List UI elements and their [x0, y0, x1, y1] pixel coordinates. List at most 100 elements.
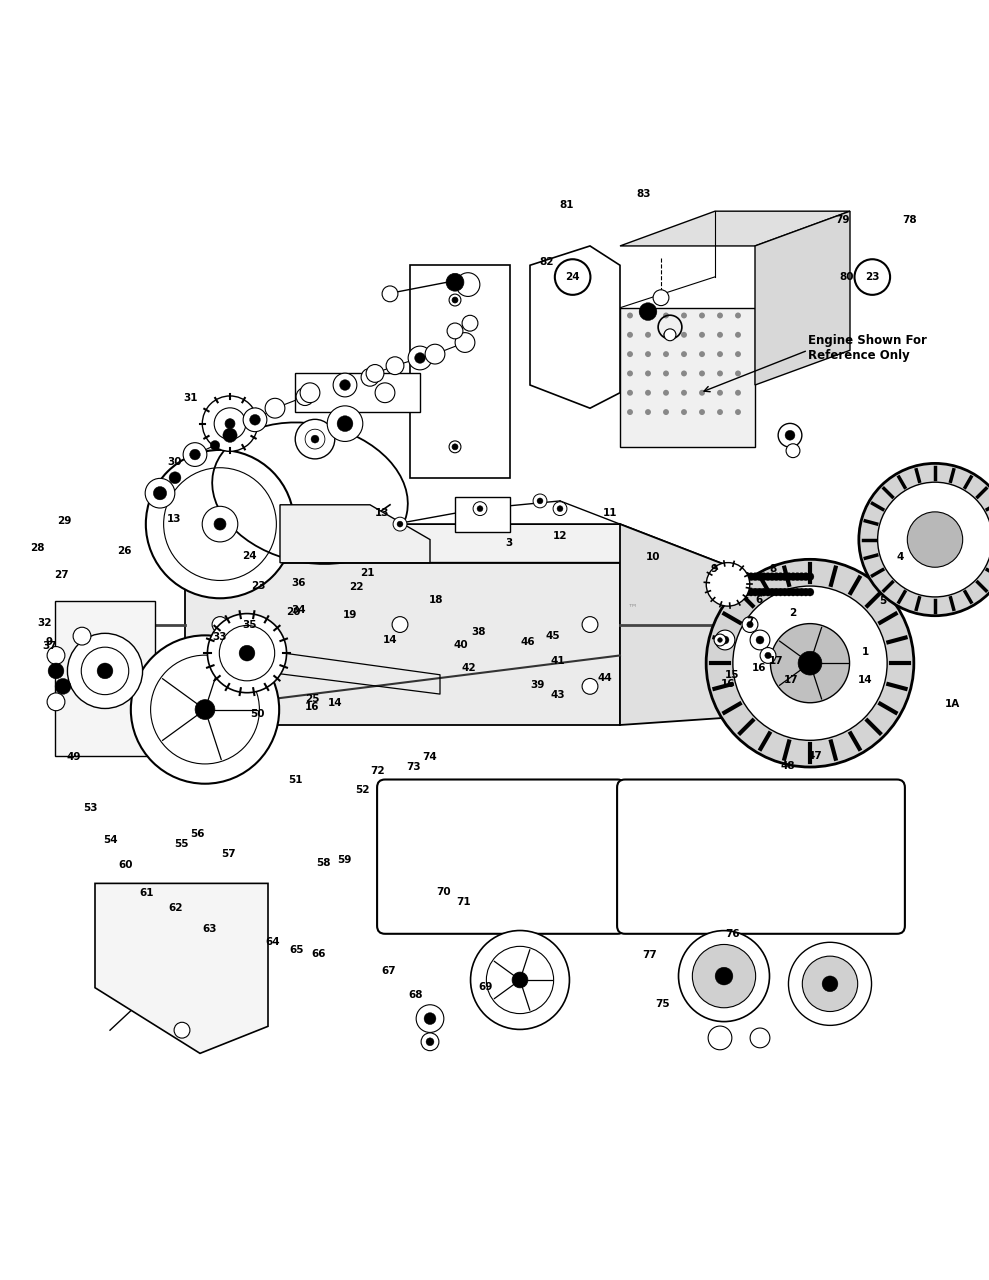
Circle shape [699, 410, 705, 415]
Text: 77: 77 [643, 950, 657, 960]
Text: 80: 80 [840, 273, 854, 282]
Circle shape [786, 444, 800, 458]
Circle shape [211, 440, 220, 451]
Text: 17: 17 [784, 675, 798, 685]
Circle shape [393, 517, 406, 531]
Circle shape [195, 700, 215, 719]
Circle shape [421, 1033, 439, 1051]
Text: 26: 26 [118, 547, 132, 556]
Circle shape [150, 655, 259, 764]
Circle shape [743, 572, 751, 581]
Text: 46: 46 [521, 637, 535, 646]
Text: 18: 18 [429, 595, 443, 605]
Circle shape [797, 588, 805, 596]
Text: 74: 74 [422, 751, 436, 762]
Circle shape [735, 410, 741, 415]
Text: 58: 58 [316, 858, 330, 868]
Circle shape [414, 352, 425, 364]
Polygon shape [55, 602, 155, 756]
Circle shape [265, 398, 285, 419]
Circle shape [717, 312, 723, 319]
Text: 34: 34 [292, 605, 306, 616]
Circle shape [446, 274, 464, 291]
Text: 75: 75 [656, 998, 670, 1009]
Circle shape [678, 931, 769, 1021]
Text: 1: 1 [861, 646, 869, 657]
Circle shape [47, 692, 65, 710]
Circle shape [730, 588, 738, 596]
Circle shape [663, 390, 669, 396]
Circle shape [306, 429, 325, 449]
Text: 71: 71 [457, 897, 471, 908]
Text: 39: 39 [530, 681, 544, 690]
Circle shape [645, 351, 651, 357]
Text: 30: 30 [167, 457, 181, 467]
Circle shape [717, 351, 723, 357]
Text: 14: 14 [383, 635, 397, 645]
Circle shape [772, 588, 780, 596]
Circle shape [699, 370, 705, 376]
Circle shape [366, 365, 384, 383]
Circle shape [627, 351, 633, 357]
Circle shape [555, 260, 590, 294]
Text: 12: 12 [553, 531, 567, 541]
Text: ™: ™ [633, 594, 646, 607]
Circle shape [473, 502, 487, 516]
Circle shape [793, 572, 801, 581]
Text: 16: 16 [721, 678, 735, 689]
Circle shape [627, 390, 633, 396]
Circle shape [797, 572, 805, 581]
Text: 49: 49 [67, 751, 81, 762]
Text: 24: 24 [566, 273, 580, 282]
Circle shape [681, 312, 687, 319]
Circle shape [907, 512, 962, 567]
Text: 29: 29 [57, 516, 71, 526]
Circle shape [822, 975, 838, 992]
Circle shape [627, 370, 633, 376]
Circle shape [243, 408, 267, 431]
Text: 55: 55 [174, 838, 188, 849]
Circle shape [462, 315, 478, 332]
Circle shape [312, 435, 319, 443]
Circle shape [806, 572, 814, 581]
Circle shape [768, 588, 776, 596]
FancyBboxPatch shape [617, 780, 905, 934]
Circle shape [426, 1038, 434, 1046]
Text: 56: 56 [191, 829, 205, 838]
Circle shape [408, 346, 432, 370]
Text: 47: 47 [808, 750, 822, 760]
Circle shape [706, 559, 914, 767]
Circle shape [583, 617, 598, 632]
Circle shape [721, 636, 729, 644]
Circle shape [681, 390, 687, 396]
Circle shape [717, 410, 723, 415]
Text: 40: 40 [454, 640, 468, 650]
Text: 69: 69 [479, 982, 493, 992]
Circle shape [447, 323, 463, 339]
Circle shape [806, 588, 814, 596]
Circle shape [776, 588, 784, 596]
Circle shape [424, 1012, 436, 1024]
Circle shape [735, 370, 741, 376]
Text: 10: 10 [646, 552, 660, 562]
Circle shape [778, 424, 802, 447]
Polygon shape [295, 374, 420, 412]
Circle shape [764, 588, 771, 596]
Circle shape [203, 396, 258, 452]
Circle shape [47, 646, 65, 664]
Circle shape [663, 332, 669, 338]
Circle shape [212, 678, 227, 694]
Circle shape [750, 630, 769, 650]
Circle shape [761, 648, 776, 663]
Text: 9: 9 [710, 563, 718, 573]
Circle shape [169, 472, 181, 484]
Circle shape [735, 588, 743, 596]
Circle shape [681, 410, 687, 415]
Circle shape [699, 312, 705, 319]
Text: 65: 65 [290, 945, 304, 955]
Circle shape [81, 648, 129, 695]
Text: 6: 6 [755, 595, 763, 605]
Circle shape [717, 332, 723, 338]
Circle shape [361, 369, 379, 387]
Circle shape [455, 333, 475, 352]
